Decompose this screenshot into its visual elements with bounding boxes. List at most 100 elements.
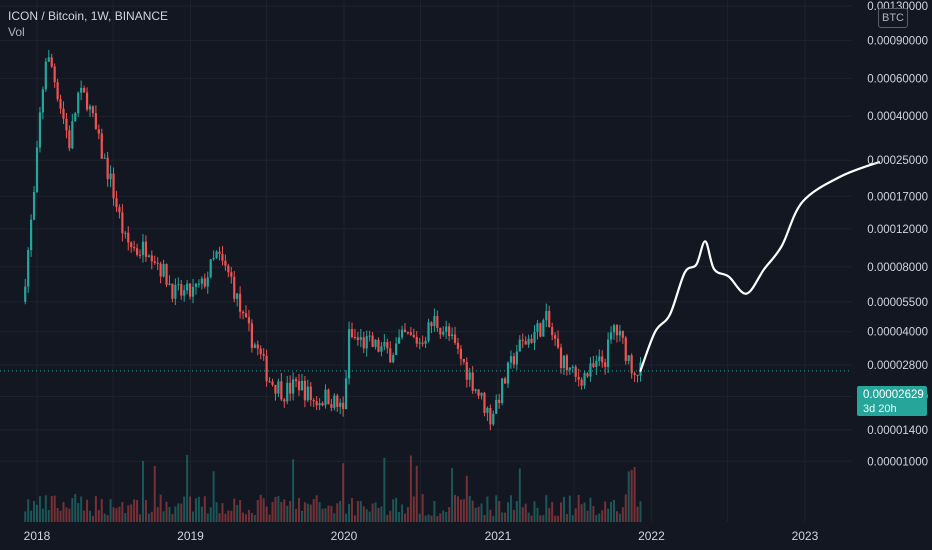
- volume-bar: [421, 494, 424, 522]
- volume-bar: [274, 496, 277, 522]
- candle-body: [265, 355, 268, 382]
- candle-body: [203, 278, 206, 287]
- price-tick-label: 0.00005500: [867, 297, 928, 309]
- volume-bar: [227, 510, 230, 522]
- volume-bar: [218, 513, 221, 522]
- volume-bar: [33, 500, 36, 522]
- volume-bar: [486, 496, 489, 522]
- volume-bar: [601, 510, 604, 522]
- candle-body: [362, 337, 365, 349]
- volume-bar: [53, 495, 56, 522]
- volume-bar: [295, 508, 298, 522]
- volume-bar: [345, 513, 348, 522]
- volume-bar: [636, 506, 639, 522]
- candle-body: [577, 376, 580, 380]
- candle-body: [59, 99, 62, 109]
- volume-bar: [521, 507, 524, 522]
- price-tick-label: 0.00012000: [867, 224, 928, 236]
- candle-body: [127, 232, 130, 243]
- volume-bar: [236, 504, 239, 522]
- volume-bar: [633, 466, 636, 522]
- volume-bar: [568, 495, 571, 522]
- candle-body: [236, 293, 239, 299]
- volume-bar: [604, 501, 607, 522]
- volume-bar: [459, 499, 462, 522]
- projection-drawing[interactable]: [639, 160, 881, 372]
- time-tick-label: 2018: [24, 529, 51, 543]
- candle-body: [324, 389, 327, 406]
- volume-bar: [430, 515, 433, 522]
- volume-bar: [348, 503, 351, 522]
- candle-body: [436, 316, 439, 328]
- volume-bar: [495, 495, 498, 522]
- volume-bar: [24, 511, 27, 522]
- volume-bar: [368, 511, 371, 522]
- volume-bar: [371, 503, 374, 522]
- volume-bar: [621, 507, 624, 522]
- volume-bar: [130, 504, 133, 522]
- volume-bar: [121, 502, 124, 522]
- candle-body: [71, 121, 74, 149]
- volume-bar: [38, 495, 41, 522]
- volume-bar: [395, 497, 398, 522]
- volume-bar: [183, 496, 186, 522]
- candle-body: [286, 382, 289, 402]
- candle-body: [32, 191, 36, 220]
- volume-bar: [330, 505, 333, 522]
- volume-bar: [292, 459, 295, 522]
- volume-bar: [283, 499, 286, 522]
- candle-body: [91, 106, 95, 114]
- candle-body: [244, 313, 248, 318]
- volume-bar: [262, 498, 265, 522]
- volume-bar: [62, 502, 65, 522]
- currency-badge[interactable]: BTC: [878, 8, 908, 28]
- candle-body: [439, 327, 442, 335]
- candle-body: [297, 381, 301, 391]
- time-tick-label: 2020: [331, 529, 358, 543]
- candle-body: [412, 334, 415, 338]
- volume-bar: [91, 515, 94, 522]
- symbol-title[interactable]: ICON / Bitcoin, 1W, BINANCE: [8, 9, 169, 23]
- candle-body: [200, 278, 203, 284]
- volume-bar: [309, 504, 312, 522]
- volume-bar: [412, 496, 415, 522]
- candle-body: [271, 381, 274, 385]
- volume-bar: [630, 469, 633, 522]
- candle-body: [85, 92, 89, 110]
- time-tick-label: 2022: [638, 529, 665, 543]
- volume-bar: [124, 513, 127, 522]
- candle-body: [621, 330, 624, 338]
- time-axis[interactable]: 2018 2019 2020 2021 2022 2023: [24, 529, 819, 543]
- price-tick-label: 0.00008000: [867, 262, 928, 274]
- volume-bar: [577, 494, 580, 522]
- candle-body: [35, 147, 39, 192]
- candle-body: [153, 261, 156, 263]
- volume-bar: [580, 504, 583, 522]
- candle-body: [283, 399, 286, 402]
- volume-bar: [415, 465, 418, 522]
- volume-bar: [515, 501, 518, 522]
- volume-bar: [509, 495, 512, 522]
- volume-bar: [321, 508, 324, 522]
- volume-bar: [386, 514, 389, 522]
- candle-body: [194, 283, 198, 287]
- volume-bar: [524, 503, 527, 522]
- volume-bar: [362, 506, 365, 522]
- volume-bar: [312, 499, 315, 522]
- candle-body: [280, 381, 283, 400]
- candle-body: [533, 331, 536, 343]
- candle-body: [365, 336, 368, 349]
- candle-body: [424, 340, 427, 344]
- volume-bar: [527, 512, 530, 522]
- candle-body: [312, 400, 315, 402]
- candle-body: [580, 379, 583, 386]
- candle-body: [483, 392, 486, 413]
- volume-bar: [353, 515, 356, 522]
- candle-body: [542, 320, 545, 337]
- candle-body: [53, 66, 56, 83]
- candle-body: [495, 399, 498, 414]
- volume-legend: Vol: [8, 25, 25, 39]
- volume-bar: [548, 508, 551, 522]
- candle-body: [342, 402, 345, 410]
